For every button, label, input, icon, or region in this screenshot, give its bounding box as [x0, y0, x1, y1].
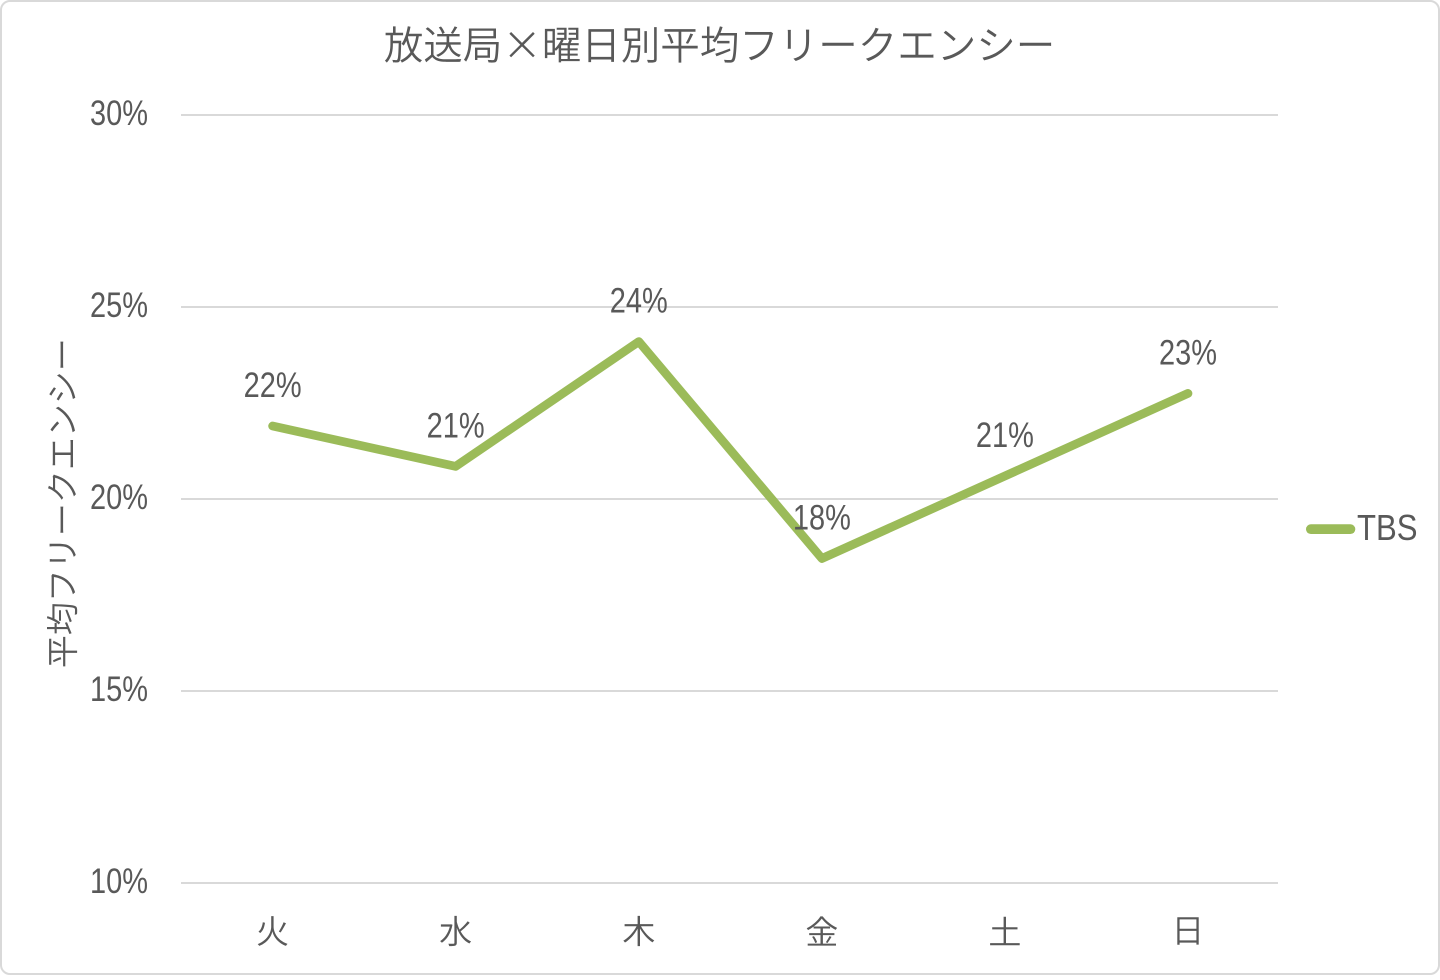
legend-swatch-line [1306, 524, 1356, 534]
x-category-text: 土 [989, 914, 1021, 950]
x-category-glyph [623, 915, 655, 947]
x-category-glyph [990, 916, 1020, 946]
x-category-text: 水 [440, 914, 472, 950]
data-labels: 22% 21% 24% 18% 21% 23% [244, 282, 1217, 538]
data-label: 21% [427, 406, 485, 445]
x-category-glyph [440, 915, 472, 947]
x-category-glyph [1177, 917, 1199, 945]
x-category-label: 木 [623, 914, 655, 950]
x-category-label: 金 [806, 914, 838, 950]
chart-title: 放送局×曜日別平均フリークエンシー [384, 24, 1052, 68]
data-label: 18% [793, 499, 851, 538]
x-category-text: 金 [806, 914, 838, 950]
data-label: 24% [610, 282, 668, 321]
legend: TBS [1306, 507, 1418, 548]
chart-title-text: 放送局×曜日別平均フリークエンシー [386, 24, 1049, 68]
data-label: 23% [1159, 333, 1217, 372]
series-line-tbs [268, 337, 1193, 563]
data-label: 21% [976, 416, 1034, 455]
y-tick-label: 25% [90, 286, 148, 325]
x-category-text: 火 [257, 914, 289, 950]
y-tick-label: 15% [90, 670, 148, 709]
series-group [268, 337, 1193, 563]
x-category-label: 日 [1172, 914, 1204, 950]
x-category-glyph [257, 916, 288, 946]
y-tick-label: 30% [90, 94, 148, 133]
x-category-label: 水 [440, 914, 472, 950]
y-tick-label: 20% [90, 478, 148, 517]
y-axis-tick-labels: 30% 25% 20% 15% 10% [90, 94, 148, 901]
x-category-label: 火 [257, 914, 289, 950]
chart-title-glyphs [384, 26, 1052, 63]
x-category-label: 土 [989, 914, 1021, 950]
y-axis-title-text: 平均フリークエンシー [44, 339, 81, 669]
x-category-text: 木 [623, 914, 655, 950]
legend-label: TBS [1357, 507, 1418, 548]
data-label: 22% [244, 366, 302, 405]
y-axis-title: 平均フリークエンシー [44, 339, 81, 669]
gridlines [181, 114, 1278, 884]
y-tick-label: 10% [90, 862, 148, 901]
x-category-text: 日 [1172, 914, 1204, 950]
x-category-glyph [806, 916, 838, 946]
y-axis-title-glyphs [46, 341, 78, 667]
